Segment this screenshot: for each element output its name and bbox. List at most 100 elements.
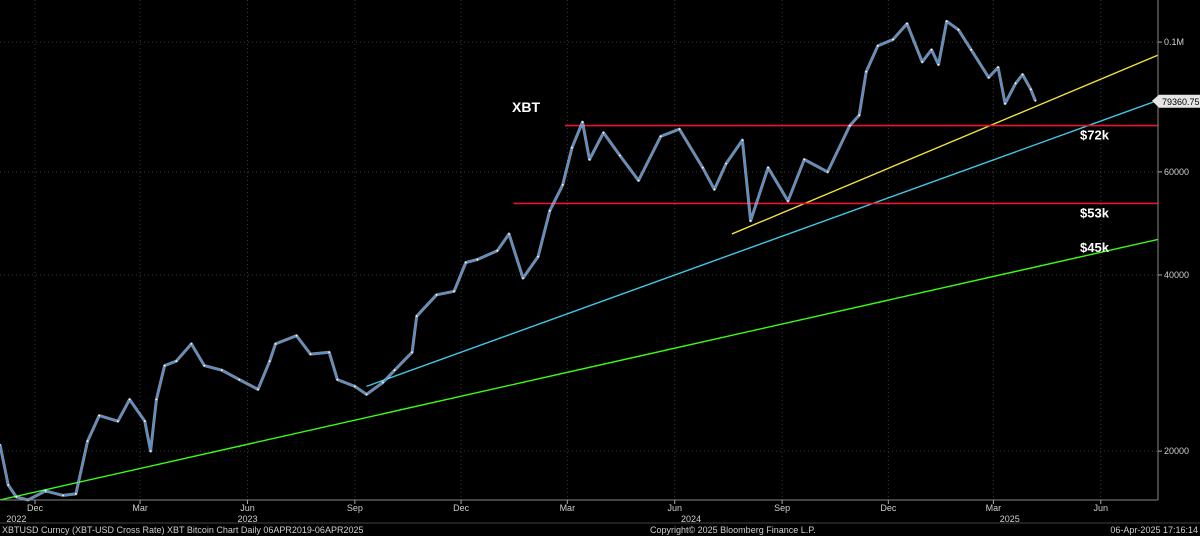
price-point: [382, 381, 384, 384]
price-point: [561, 184, 564, 186]
price-point: [143, 420, 146, 423]
price-point: [987, 76, 990, 79]
price-point: [848, 124, 851, 127]
price-point: [257, 388, 259, 391]
x-tick-label: Jun: [240, 503, 255, 513]
level-lines: $72k $53k $45k: [513, 124, 1158, 255]
price-point: [435, 293, 438, 296]
level-label: $53k: [1080, 205, 1110, 220]
footer-center: Copyright© 2025 Bloomberg Finance L.P.: [650, 525, 816, 535]
price-point: [921, 61, 924, 63]
x-tick-label: Sep: [347, 503, 363, 513]
x-tick-label: Sep: [774, 503, 790, 513]
last-price-label: 79360.75: [1162, 97, 1200, 107]
price-point: [571, 146, 573, 149]
price-point: [892, 38, 894, 41]
price-point: [496, 249, 499, 252]
x-year-label: 2023: [237, 514, 257, 524]
price-point: [970, 48, 973, 51]
axes: 20000 40000 60000 0.1M Dec Mar Jun Sep Dec Mar Jun…: [0, 0, 1189, 524]
price-point: [190, 343, 193, 345]
price-point: [476, 258, 479, 261]
price-point: [945, 20, 948, 23]
price-point: [0, 443, 1, 446]
price-point: [268, 360, 271, 362]
x-tick-label: Jun: [1094, 503, 1109, 513]
price-point: [588, 158, 591, 161]
price-point: [274, 343, 277, 345]
price-point: [411, 351, 413, 354]
y-tick-label: 20000: [1164, 446, 1189, 456]
price-point: [44, 490, 47, 492]
x-tick-label: Dec: [453, 503, 470, 513]
chart-title: XBT: [512, 99, 540, 115]
price-point: [637, 179, 640, 182]
price-point: [537, 255, 539, 258]
price-point: [295, 334, 298, 337]
price-point: [75, 493, 77, 495]
price-point: [826, 171, 829, 173]
price-point: [906, 22, 908, 25]
price-point: [149, 450, 152, 452]
x-tick-label: Jun: [667, 503, 682, 513]
price-point: [86, 440, 89, 442]
price-point: [741, 139, 744, 142]
price-point: [865, 70, 868, 73]
price-point: [678, 128, 681, 131]
price-point: [365, 393, 368, 396]
price-point: [803, 158, 806, 161]
price-point: [1029, 88, 1032, 91]
price-point: [15, 496, 18, 498]
price-point: [787, 200, 789, 202]
price-point: [354, 385, 356, 388]
price-point: [619, 154, 621, 157]
price-point: [1014, 82, 1017, 85]
price-point: [336, 378, 339, 381]
price-point: [522, 277, 524, 279]
price-point: [858, 114, 861, 117]
x-year-label: 2024: [681, 514, 701, 524]
price-point: [393, 369, 396, 372]
price-point: [581, 121, 584, 123]
price-point: [220, 369, 223, 372]
y-tick-label: 0.1M: [1164, 37, 1184, 47]
price-point: [98, 414, 101, 417]
price-point: [7, 484, 10, 486]
price-point: [930, 48, 933, 51]
price-point: [997, 66, 999, 69]
price-point: [508, 233, 510, 235]
trendline: [0, 238, 1159, 501]
price-point: [128, 398, 131, 401]
y-tick-label: 60000: [1164, 167, 1189, 177]
price-point: [937, 63, 940, 66]
price-point: [464, 261, 467, 264]
y-tick-label: 40000: [1164, 270, 1189, 280]
price-point: [117, 420, 119, 423]
last-price-badge: [1152, 94, 1200, 108]
price-point: [725, 162, 727, 165]
trendline: [366, 99, 1159, 388]
price-point: [876, 45, 879, 47]
last-price-tag: 79360.75: [1152, 94, 1200, 108]
x-tick-label: Mar: [132, 503, 148, 513]
price-point: [309, 353, 312, 355]
price-point: [238, 378, 241, 381]
price-point: [203, 364, 206, 367]
price-point: [1021, 73, 1024, 76]
x-tick-label: Mar: [560, 503, 576, 513]
x-tick-label: Dec: [27, 503, 44, 513]
price-point: [62, 494, 64, 497]
price-point: [328, 351, 331, 354]
price-point: [415, 315, 418, 318]
price-point: [602, 131, 605, 134]
price-point: [548, 209, 551, 212]
price-point: [767, 166, 769, 169]
footer-right: 06-Apr-2025 17:16:14: [1110, 525, 1198, 535]
footer-left: XBTUSD Curncy (XBT-USD Cross Rate) XBT B…: [2, 525, 363, 535]
price-point: [155, 398, 158, 401]
price-point: [659, 135, 662, 138]
price-series: [0, 19, 1037, 502]
